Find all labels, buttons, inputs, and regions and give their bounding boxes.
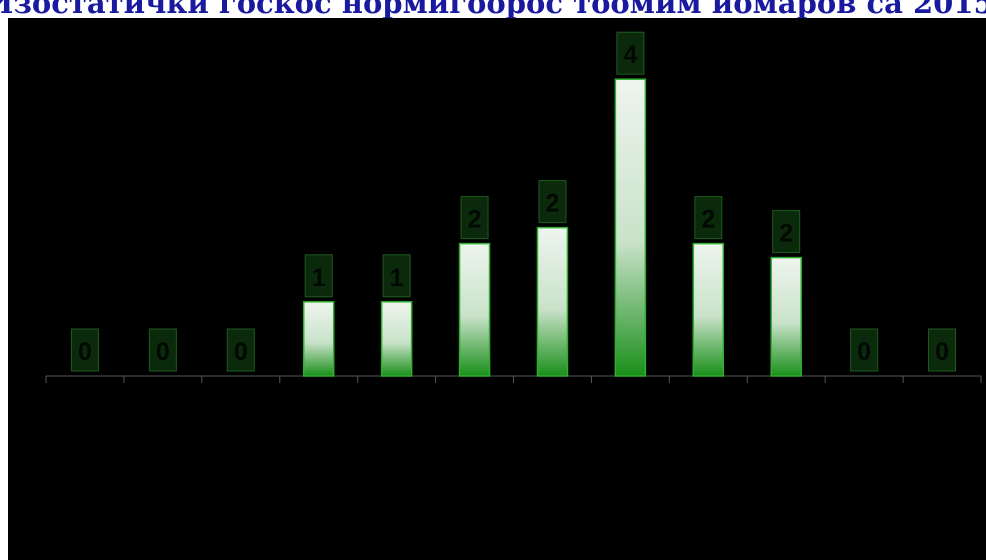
data-label-box xyxy=(460,196,489,240)
data-label-text: 0 xyxy=(857,338,871,366)
bar xyxy=(302,301,335,377)
data-label-box xyxy=(772,210,801,254)
data-label-text: 4 xyxy=(623,41,637,69)
data-label-text: 1 xyxy=(390,264,404,292)
data-label: 0 xyxy=(70,328,99,372)
data-label-text: 1 xyxy=(312,264,326,292)
x-axis-ticks xyxy=(45,376,982,383)
data-label-text: 0 xyxy=(156,338,170,366)
bar xyxy=(536,226,569,377)
data-label: 2 xyxy=(538,180,567,224)
data-label-box xyxy=(304,254,333,298)
bar xyxy=(614,78,647,377)
chart-title: Изостатички госкос нормигоорос тоомйм йо… xyxy=(0,0,986,18)
data-label-box xyxy=(928,328,957,372)
data-label: 1 xyxy=(304,254,333,298)
data-label-text: 2 xyxy=(779,220,793,248)
data-label-box xyxy=(538,180,567,224)
data-label: 2 xyxy=(694,196,723,240)
bar-chart: 0 0 0 1 1 2 2 4 2 2 0 0 xyxy=(45,31,982,383)
bar xyxy=(380,301,413,377)
data-label-box xyxy=(616,31,645,75)
bar xyxy=(692,242,725,377)
data-label-box xyxy=(226,328,255,372)
data-label: 1 xyxy=(382,254,411,298)
data-label-box xyxy=(850,328,879,372)
data-label-text: 2 xyxy=(546,190,560,218)
data-label-text: 2 xyxy=(468,206,482,234)
bar xyxy=(458,242,491,377)
data-labels-group: 0 0 0 1 1 2 2 4 2 2 0 0 xyxy=(70,31,957,372)
data-label: 0 xyxy=(226,328,255,372)
data-label-text: 0 xyxy=(78,338,92,366)
data-label: 2 xyxy=(460,196,489,240)
data-label-text: 2 xyxy=(701,206,715,234)
data-label: 0 xyxy=(850,328,879,372)
data-label: 0 xyxy=(928,328,957,372)
data-label-box xyxy=(694,196,723,240)
data-label: 0 xyxy=(148,328,177,372)
plot-area: 0 0 0 1 1 2 2 4 2 2 0 0 xyxy=(8,18,986,560)
data-label: 2 xyxy=(772,210,801,254)
title-strip: Изостатички госкос нормигоорос тоомйм йо… xyxy=(0,0,986,18)
data-label-box xyxy=(148,328,177,372)
data-label-box xyxy=(382,254,411,298)
bar xyxy=(770,256,802,377)
data-label-text: 0 xyxy=(234,338,248,366)
data-label: 4 xyxy=(616,31,645,75)
data-label-text: 0 xyxy=(935,338,949,366)
data-label-box xyxy=(70,328,99,372)
bars-group xyxy=(302,78,802,377)
